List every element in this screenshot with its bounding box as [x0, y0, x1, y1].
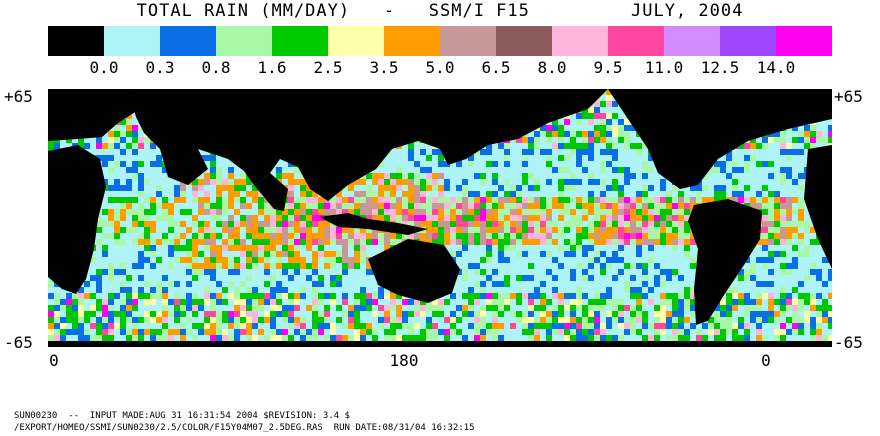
color-swatch: [440, 26, 496, 56]
color-swatch: [216, 26, 272, 56]
scale-tick-label: 12.5: [700, 58, 740, 77]
scale-tick-label: 6.5: [481, 58, 511, 77]
color-swatch: [328, 26, 384, 56]
scale-tick-label: 5.0: [425, 58, 455, 77]
africa-landmass-east: [804, 145, 832, 269]
antarctica-landmass: [48, 341, 832, 347]
color-swatch: [664, 26, 720, 56]
color-scale-ticks: 0.0 0.3 0.8 1.6 2.5 3.5 5.0 6.5 8.0 9.5 11.0 12.5 14…: [48, 58, 832, 78]
footer-metadata: SUN00230 -- INPUT MADE:AUG 31 16:31:54 2…: [14, 410, 475, 434]
scale-tick-label: 3.5: [369, 58, 399, 77]
color-swatch: [552, 26, 608, 56]
scale-tick-label: 1.6: [257, 58, 287, 77]
lat-label-top-left: +65: [4, 87, 33, 106]
scale-tick-label: 14.0: [756, 58, 796, 77]
scale-tick-label: 0.3: [145, 58, 175, 77]
south-america-landmass: [688, 199, 762, 325]
scale-tick-label: 0.8: [201, 58, 231, 77]
color-scale-bar: [48, 26, 832, 56]
color-swatch: [608, 26, 664, 56]
asia-landmass: [128, 89, 608, 201]
africa-landmass: [48, 145, 106, 294]
lat-label-top-right: +65: [834, 87, 863, 106]
lat-label-bottom-left: -65: [4, 333, 33, 352]
color-swatch: [384, 26, 440, 56]
india-landmass: [254, 173, 288, 211]
lon-label-0-left: 0: [49, 351, 59, 370]
scale-tick-label: 0.0: [89, 58, 119, 77]
scale-tick-label: 8.0: [537, 58, 567, 77]
color-swatch: [272, 26, 328, 56]
scale-tick-label: 2.5: [313, 58, 343, 77]
australia-landmass: [368, 239, 460, 303]
map-title: TOTAL RAIN (MM/DAY) - SSM/I F15 JULY, 20…: [136, 1, 744, 21]
footer-line-2: /EXPORT/HOMEO/SSMI/SUN0230/2.5/COLOR/F15…: [14, 423, 475, 433]
color-swatch: [48, 26, 104, 56]
lon-label-0-right: 0: [761, 351, 771, 370]
color-swatch: [160, 26, 216, 56]
indonesia-landmass: [320, 213, 428, 235]
lon-label-180: 180: [389, 351, 419, 370]
rainfall-map: [48, 89, 832, 347]
lat-label-bottom-right: -65: [834, 333, 863, 352]
greenland-landmass: [748, 89, 808, 111]
scale-tick-label: 9.5: [593, 58, 623, 77]
scale-tick-label: 11.0: [644, 58, 684, 77]
color-swatch: [776, 26, 832, 56]
footer-line-1: SUN00230 -- INPUT MADE:AUG 31 16:31:54 2…: [14, 411, 350, 421]
arabia-landmass: [160, 149, 208, 185]
color-swatch: [720, 26, 776, 56]
europe-landmass: [48, 89, 140, 141]
color-swatch: [104, 26, 160, 56]
color-swatch: [496, 26, 552, 56]
north-america-landmass: [608, 89, 832, 189]
